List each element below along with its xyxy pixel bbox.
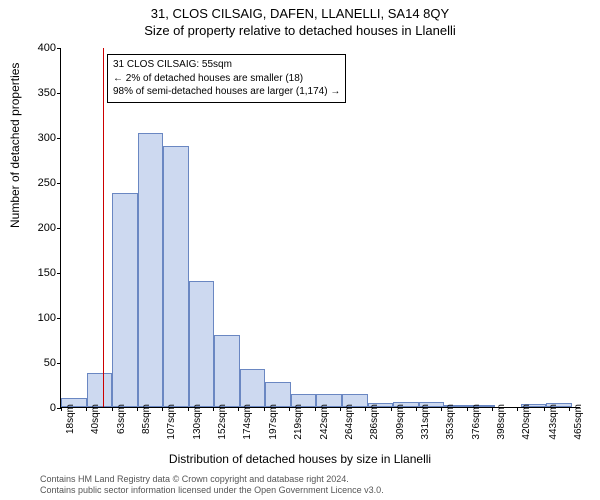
y-tick-label: 200 bbox=[21, 222, 56, 234]
x-axis-label: Distribution of detached houses by size … bbox=[0, 452, 600, 466]
marker-line bbox=[103, 48, 104, 407]
x-tick-label: 130sqm bbox=[192, 404, 203, 440]
x-tick-label: 420sqm bbox=[521, 404, 532, 440]
footer-line2: Contains public sector information licen… bbox=[40, 485, 384, 496]
x-tick-label: 18sqm bbox=[65, 404, 76, 434]
x-tick-label: 309sqm bbox=[395, 404, 406, 440]
x-tick-label: 331sqm bbox=[420, 404, 431, 440]
x-tick-mark bbox=[492, 407, 493, 411]
histogram-bar bbox=[240, 369, 266, 407]
x-tick-mark bbox=[238, 407, 239, 411]
plot-region: 05010015020025030035040018sqm40sqm63sqm8… bbox=[60, 48, 580, 408]
x-tick-mark bbox=[86, 407, 87, 411]
annotation-line: 31 CLOS CILSAIG: 55sqm bbox=[113, 58, 340, 72]
x-tick-label: 242sqm bbox=[319, 404, 330, 440]
x-tick-mark bbox=[416, 407, 417, 411]
x-tick-mark bbox=[162, 407, 163, 411]
x-tick-label: 443sqm bbox=[548, 404, 559, 440]
annotation-box: 31 CLOS CILSAIG: 55sqm← 2% of detached h… bbox=[107, 54, 346, 103]
chart-title-main: 31, CLOS CILSAIG, DAFEN, LLANELLI, SA14 … bbox=[0, 0, 600, 21]
histogram-bar bbox=[87, 373, 113, 407]
x-tick-mark bbox=[289, 407, 290, 411]
y-tick-label: 250 bbox=[21, 177, 56, 189]
x-tick-label: 174sqm bbox=[242, 404, 253, 440]
x-tick-mark bbox=[340, 407, 341, 411]
x-tick-label: 398sqm bbox=[496, 404, 507, 440]
x-tick-mark bbox=[467, 407, 468, 411]
y-tick-mark bbox=[57, 363, 61, 364]
x-tick-mark bbox=[517, 407, 518, 411]
y-tick-mark bbox=[57, 93, 61, 94]
x-tick-mark bbox=[112, 407, 113, 411]
histogram-bar bbox=[163, 146, 189, 407]
y-axis-label: Number of detached properties bbox=[8, 63, 22, 228]
x-tick-label: 376sqm bbox=[471, 404, 482, 440]
x-tick-label: 219sqm bbox=[293, 404, 304, 440]
x-tick-mark bbox=[569, 407, 570, 411]
x-tick-label: 197sqm bbox=[268, 404, 279, 440]
x-tick-label: 353sqm bbox=[445, 404, 456, 440]
annotation-line: ← 2% of detached houses are smaller (18) bbox=[113, 72, 340, 86]
x-tick-mark bbox=[391, 407, 392, 411]
y-tick-label: 350 bbox=[21, 87, 56, 99]
x-tick-mark bbox=[264, 407, 265, 411]
x-tick-label: 286sqm bbox=[369, 404, 380, 440]
histogram-bar bbox=[138, 133, 164, 408]
x-tick-label: 107sqm bbox=[166, 404, 177, 440]
x-tick-mark bbox=[137, 407, 138, 411]
y-tick-label: 0 bbox=[21, 402, 56, 414]
histogram-bar bbox=[112, 193, 138, 407]
histogram-bar bbox=[189, 281, 215, 407]
y-tick-label: 300 bbox=[21, 132, 56, 144]
y-tick-mark bbox=[57, 183, 61, 184]
y-tick-mark bbox=[57, 273, 61, 274]
footer-attribution: Contains HM Land Registry data © Crown c… bbox=[40, 474, 384, 497]
histogram-bar bbox=[214, 335, 240, 407]
x-tick-label: 152sqm bbox=[217, 404, 228, 440]
x-tick-label: 465sqm bbox=[573, 404, 584, 440]
y-tick-mark bbox=[57, 318, 61, 319]
x-tick-label: 264sqm bbox=[344, 404, 355, 440]
footer-line1: Contains HM Land Registry data © Crown c… bbox=[40, 474, 384, 485]
x-tick-label: 63sqm bbox=[116, 404, 127, 434]
x-tick-label: 40sqm bbox=[90, 404, 101, 434]
y-tick-mark bbox=[57, 228, 61, 229]
chart-area: 05010015020025030035040018sqm40sqm63sqm8… bbox=[60, 48, 580, 408]
y-tick-mark bbox=[57, 48, 61, 49]
chart-title-sub: Size of property relative to detached ho… bbox=[0, 21, 600, 38]
y-tick-mark bbox=[57, 138, 61, 139]
y-tick-label: 50 bbox=[21, 357, 56, 369]
y-tick-label: 150 bbox=[21, 267, 56, 279]
y-tick-label: 400 bbox=[21, 42, 56, 54]
x-tick-mark bbox=[441, 407, 442, 411]
x-tick-mark bbox=[365, 407, 366, 411]
x-tick-mark bbox=[188, 407, 189, 411]
y-tick-label: 100 bbox=[21, 312, 56, 324]
x-tick-mark bbox=[61, 407, 62, 411]
x-tick-label: 85sqm bbox=[141, 404, 152, 434]
annotation-line: 98% of semi-detached houses are larger (… bbox=[113, 85, 340, 99]
x-tick-mark bbox=[213, 407, 214, 411]
x-tick-mark bbox=[544, 407, 545, 411]
x-tick-mark bbox=[315, 407, 316, 411]
